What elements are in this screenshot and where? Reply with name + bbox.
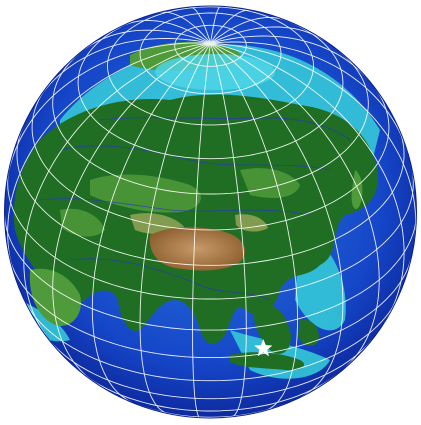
graticule-line	[139, 43, 211, 414]
graticule-line	[210, 41, 408, 152]
graticule-line	[210, 42, 380, 370]
borneo	[298, 319, 319, 346]
graticule-line	[107, 6, 314, 126]
graticule-line	[6, 42, 211, 179]
graticule-line	[190, 6, 211, 44]
graticule-line	[80, 29, 211, 52]
polar-ice	[155, 54, 275, 90]
graticule-line	[48, 339, 373, 400]
graticule-line	[7, 42, 211, 268]
graticule-line	[210, 43, 299, 412]
graticule-line	[121, 20, 211, 44]
indonesia	[230, 352, 305, 371]
graticule-line	[52, 51, 369, 195]
graticule-line	[210, 42, 405, 323]
japan	[351, 170, 363, 210]
graticule-line	[210, 26, 325, 44]
graticule-line	[174, 24, 247, 67]
arabia	[29, 268, 81, 326]
southeast-asia	[253, 303, 291, 354]
globe-outline	[4, 5, 417, 419]
graticule-line	[84, 374, 337, 412]
graticule-line	[23, 298, 398, 382]
graticule-line	[210, 6, 221, 44]
graticule-line	[139, 12, 282, 95]
graticule	[4, 6, 417, 418]
graticule-line	[210, 42, 344, 397]
graticule-line	[210, 35, 370, 81]
tibetan-plateau	[149, 227, 245, 271]
graticule-line	[9, 259, 412, 359]
graticule-line	[39, 38, 211, 98]
star-marker	[254, 338, 273, 357]
graticule-line	[91, 42, 211, 403]
